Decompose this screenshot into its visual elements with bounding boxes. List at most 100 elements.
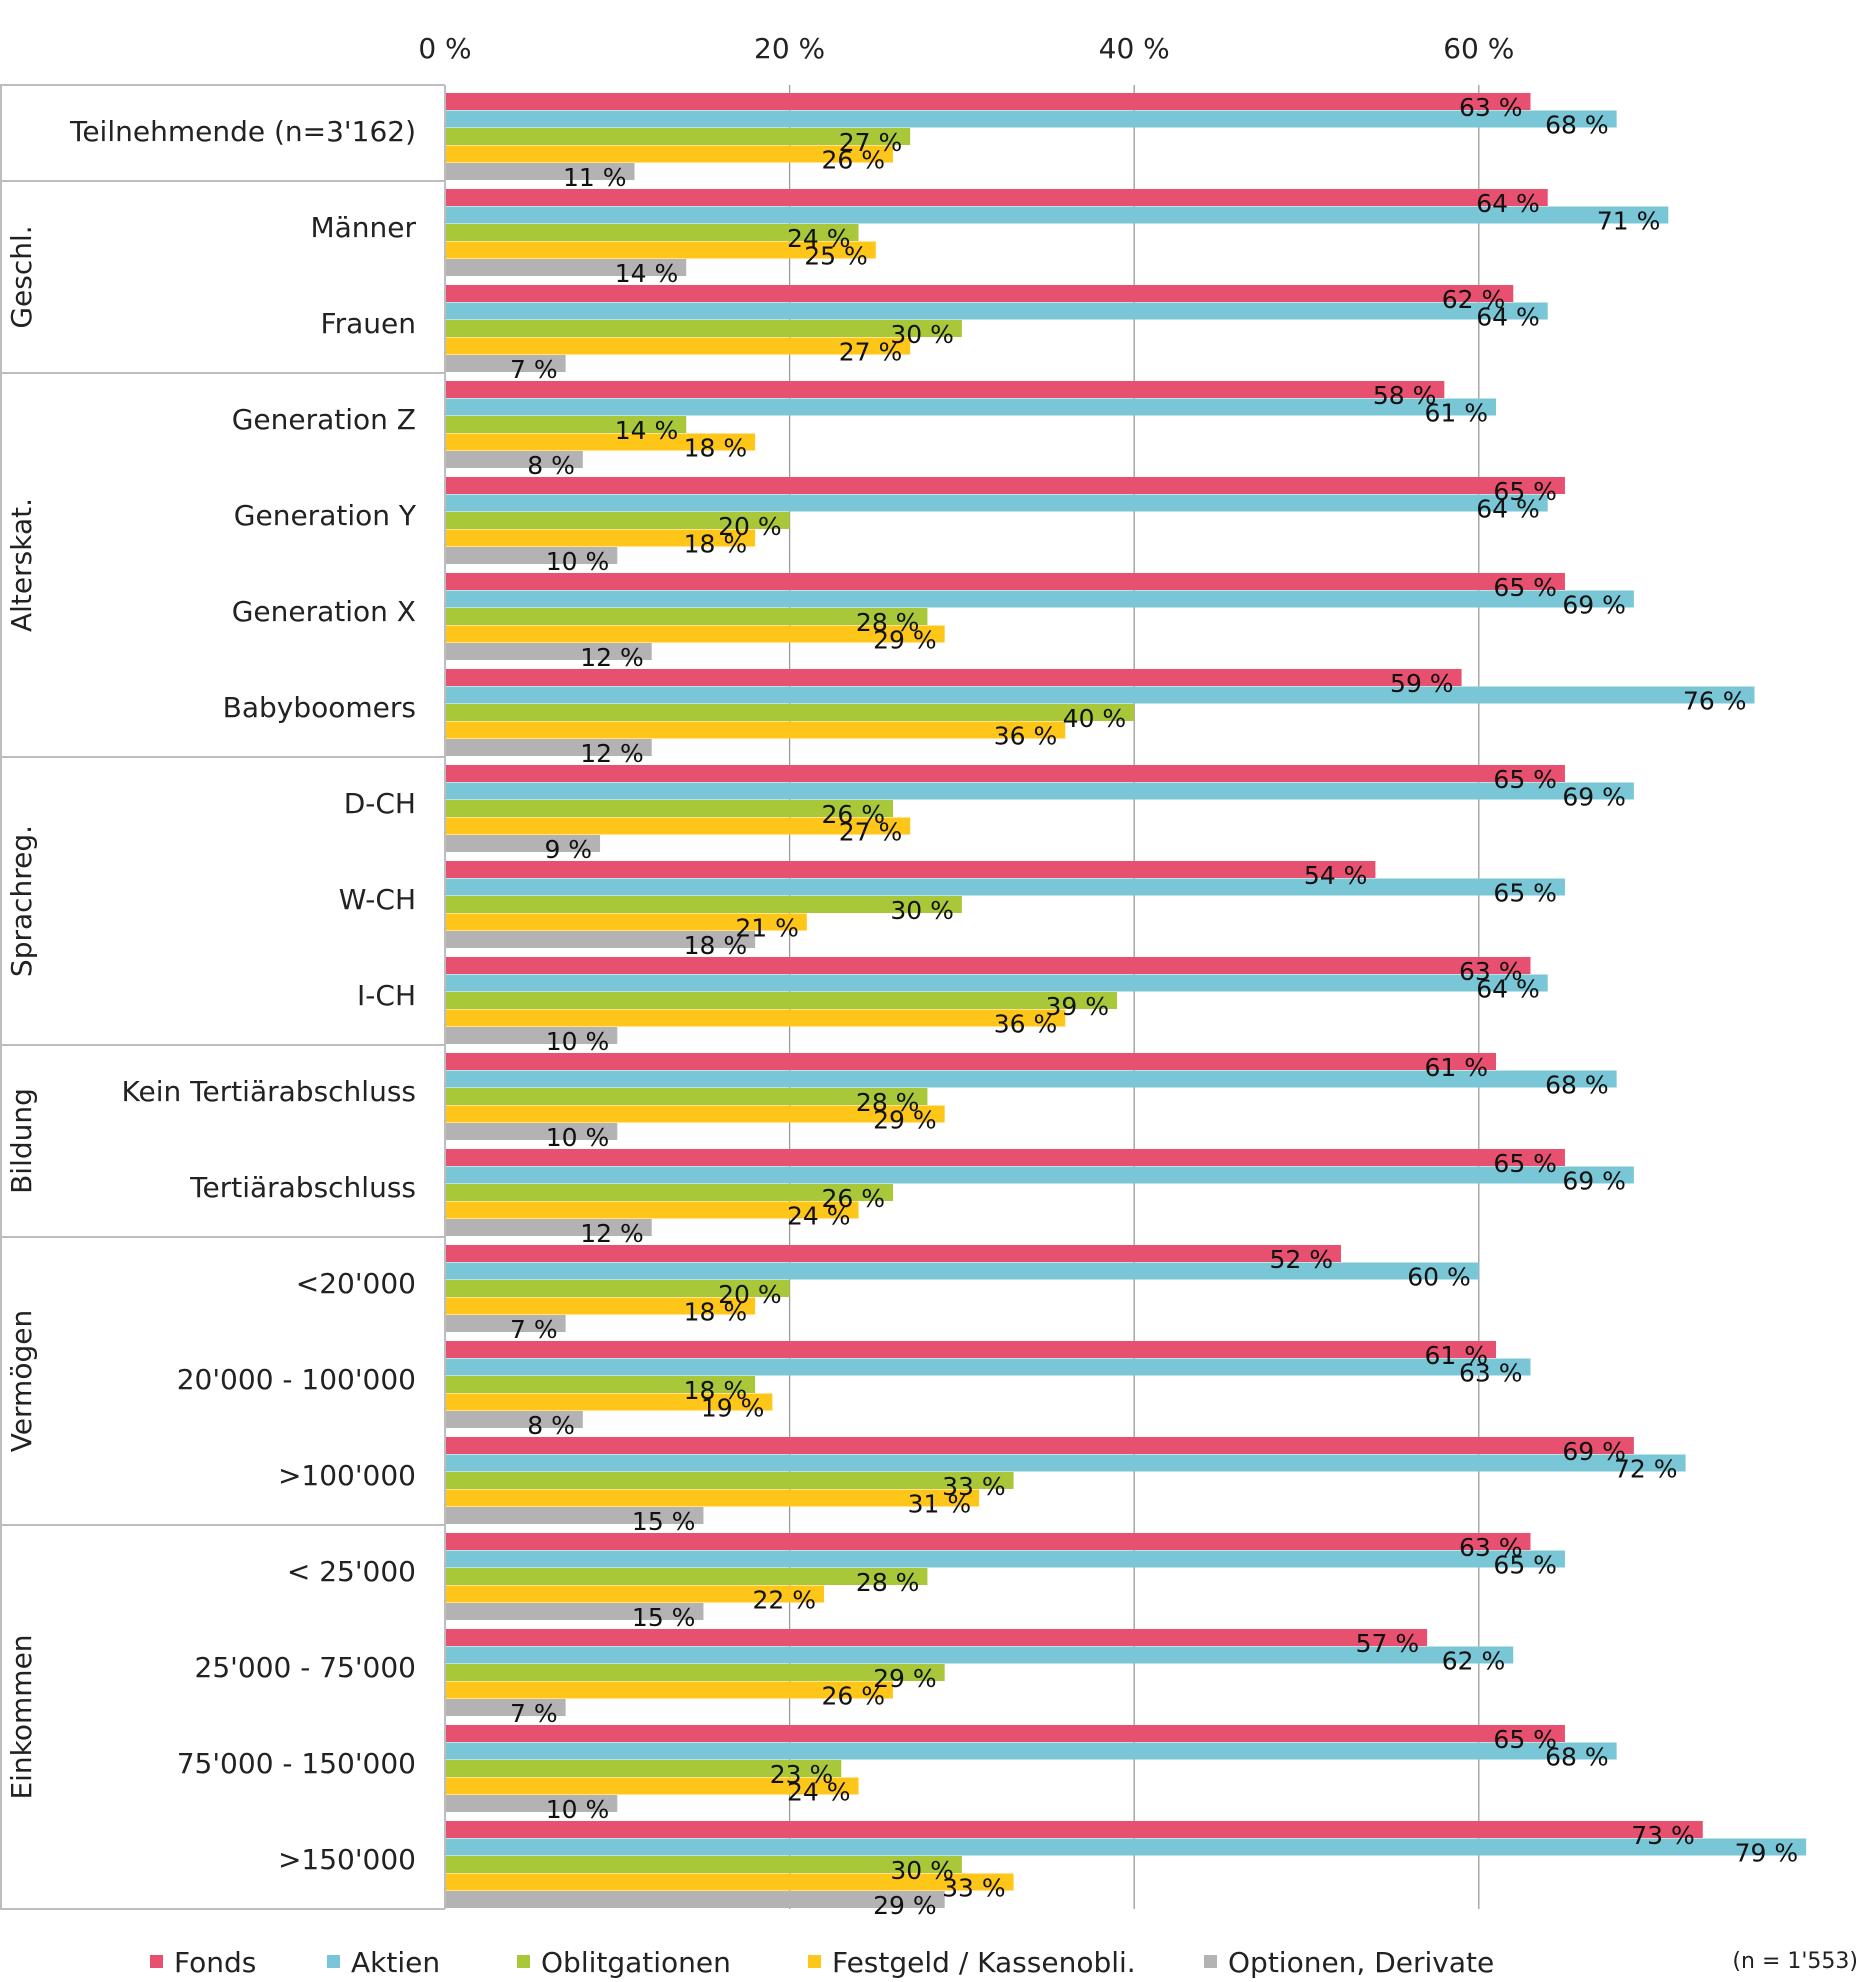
data-label: 64 % [1476, 495, 1540, 524]
legend-swatch [327, 1955, 340, 1968]
data-label: 65 % [1493, 573, 1557, 602]
data-label: 79 % [1735, 1839, 1799, 1868]
group-label: Bildung [5, 1088, 38, 1194]
legend-label: Aktien [351, 1946, 440, 1979]
bar [445, 704, 1135, 721]
data-label: 29 % [873, 1891, 937, 1920]
bar [445, 416, 687, 433]
bar [445, 1873, 1014, 1891]
data-label: 25 % [804, 242, 868, 271]
group-label: Alterskat. [5, 498, 38, 632]
row-label: 20'000 - 100'000 [177, 1363, 416, 1396]
data-label: 40 % [1063, 704, 1127, 733]
legend-label: Festgeld / Kassenobli. [832, 1946, 1136, 1979]
data-label: 27 % [839, 128, 903, 157]
data-label: 63 % [1459, 1533, 1523, 1562]
data-label: 15 % [632, 1507, 696, 1536]
bar [445, 721, 1066, 739]
bar [445, 1742, 1617, 1760]
bar [445, 974, 1548, 992]
data-label: 18 % [684, 434, 748, 463]
bar [445, 477, 1565, 494]
data-label: 65 % [1493, 477, 1557, 506]
bar [445, 189, 1548, 206]
data-label: 65 % [1493, 1551, 1557, 1580]
bar [445, 1070, 1617, 1088]
bar [445, 1507, 704, 1524]
bar [445, 957, 1531, 974]
data-label: 27 % [839, 338, 903, 367]
data-label: 52 % [1269, 1245, 1333, 1274]
row-label: Kein Tertiärabschluss [122, 1075, 417, 1108]
data-label: 65 % [1493, 1149, 1557, 1178]
row-label: Generation Z [232, 403, 416, 436]
legend-label: Oblitgationen [541, 1946, 731, 1979]
data-label: 29 % [873, 1106, 937, 1135]
data-label: 9 % [544, 835, 592, 864]
bar [445, 206, 1669, 224]
data-label: 29 % [873, 1664, 937, 1693]
bar [445, 896, 962, 913]
data-label: 33 % [942, 1874, 1006, 1903]
data-label: 18 % [684, 530, 748, 559]
bar [445, 931, 756, 948]
data-label: 76 % [1683, 687, 1747, 716]
bar [445, 817, 911, 835]
bar [445, 1105, 945, 1123]
bar [445, 145, 893, 163]
data-label: 54 % [1304, 861, 1368, 890]
bar [445, 110, 1617, 128]
bar [445, 1262, 1479, 1280]
data-label: 26 % [821, 1682, 885, 1711]
legend-swatch [517, 1955, 530, 1968]
bar [445, 494, 1548, 512]
data-label: 30 % [890, 320, 954, 349]
data-label: 58 % [1373, 381, 1437, 410]
data-label: 22 % [753, 1586, 817, 1615]
x-axis-ticks: 0 % 20 % 40 % 60 % [418, 32, 1514, 65]
bar [445, 1629, 1428, 1646]
data-label: 12 % [580, 1219, 644, 1248]
legend-swatch [150, 1955, 163, 1968]
data-label: 69 % [1562, 591, 1626, 620]
data-label: 12 % [580, 643, 644, 672]
data-label: 68 % [1545, 111, 1609, 140]
data-label: 26 % [821, 1184, 885, 1213]
data-label: 64 % [1476, 975, 1540, 1004]
data-label: 24 % [787, 1202, 851, 1231]
data-label: 69 % [1562, 1167, 1626, 1196]
bar [445, 163, 635, 180]
bar [445, 1454, 1686, 1472]
data-label: 39 % [1045, 992, 1109, 1021]
bar [445, 1795, 618, 1812]
bar [445, 1149, 1565, 1166]
bar [445, 686, 1755, 704]
row-label: <20'000 [296, 1267, 416, 1300]
bar [445, 1533, 1531, 1550]
x-tick-label: 20 % [754, 32, 825, 65]
data-label: 24 % [787, 224, 851, 253]
data-label: 30 % [890, 1856, 954, 1885]
data-label: 14 % [615, 416, 679, 445]
data-label: 63 % [1459, 1359, 1523, 1388]
bar [445, 878, 1565, 896]
bar [445, 1393, 773, 1411]
bar [445, 1891, 945, 1908]
bar [445, 285, 1514, 302]
data-label: 64 % [1476, 303, 1540, 332]
bar [445, 1411, 583, 1428]
row-label: D-CH [344, 787, 416, 820]
bar [445, 1166, 1634, 1184]
data-label: 21 % [735, 914, 799, 943]
group-label: Sprachreg. [5, 825, 38, 977]
data-label: 11 % [563, 163, 627, 192]
data-label: 19 % [701, 1394, 765, 1423]
bar [445, 1568, 928, 1585]
row-label: 75'000 - 150'000 [177, 1747, 416, 1780]
group-label: Geschl. [5, 225, 38, 328]
data-label: 8 % [527, 451, 575, 480]
row-label: Babyboomers [223, 691, 416, 724]
data-label: 28 % [856, 1088, 920, 1117]
row-label: >150'000 [278, 1843, 416, 1876]
bar [445, 547, 618, 564]
